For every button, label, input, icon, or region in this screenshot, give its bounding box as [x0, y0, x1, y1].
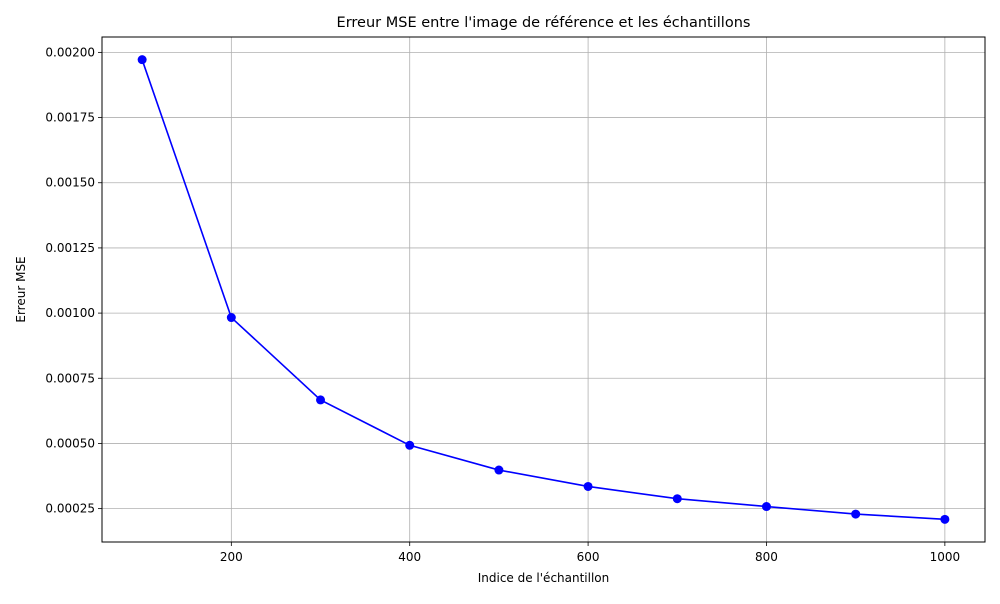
data-point-marker	[137, 55, 147, 65]
data-point-marker	[405, 440, 415, 450]
grid	[102, 37, 985, 542]
y-tick-label: 0.00125	[45, 241, 95, 255]
y-tick-label: 0.00025	[45, 502, 95, 516]
y-tick-label: 0.00200	[45, 45, 95, 59]
chart-title: Erreur MSE entre l'image de référence et…	[337, 15, 751, 31]
y-axis-label: Erreur MSE	[14, 256, 28, 322]
x-tick-label: 1000	[930, 550, 961, 564]
x-tick-label: 800	[755, 550, 778, 564]
y-tick-label: 0.00150	[45, 176, 95, 190]
y-tick-label: 0.00050	[45, 436, 95, 450]
x-axis-label: Indice de l'échantillon	[478, 571, 610, 585]
data-point-marker	[583, 481, 593, 491]
data-point-marker	[316, 395, 326, 405]
plot-frame	[101, 36, 986, 543]
ticks: 200 400 600 800 1000 0.00025 0.00050 0.00075 0.0…	[45, 45, 960, 564]
data-point-marker	[761, 502, 771, 512]
x-tick-label: 200	[220, 550, 243, 564]
data-point-marker	[672, 494, 682, 504]
y-tick-label: 0.00075	[45, 371, 95, 385]
data-point-marker	[494, 465, 504, 475]
series-line	[141, 59, 945, 521]
y-tick-label: 0.00100	[45, 306, 95, 320]
data-point-marker	[940, 514, 950, 524]
y-tick-label: 0.00175	[45, 111, 95, 125]
x-tick-label: 400	[398, 550, 421, 564]
data-point-marker	[226, 313, 236, 323]
data-point-marker	[851, 509, 861, 519]
x-tick-label: 600	[577, 550, 600, 564]
series-layer	[137, 55, 950, 524]
